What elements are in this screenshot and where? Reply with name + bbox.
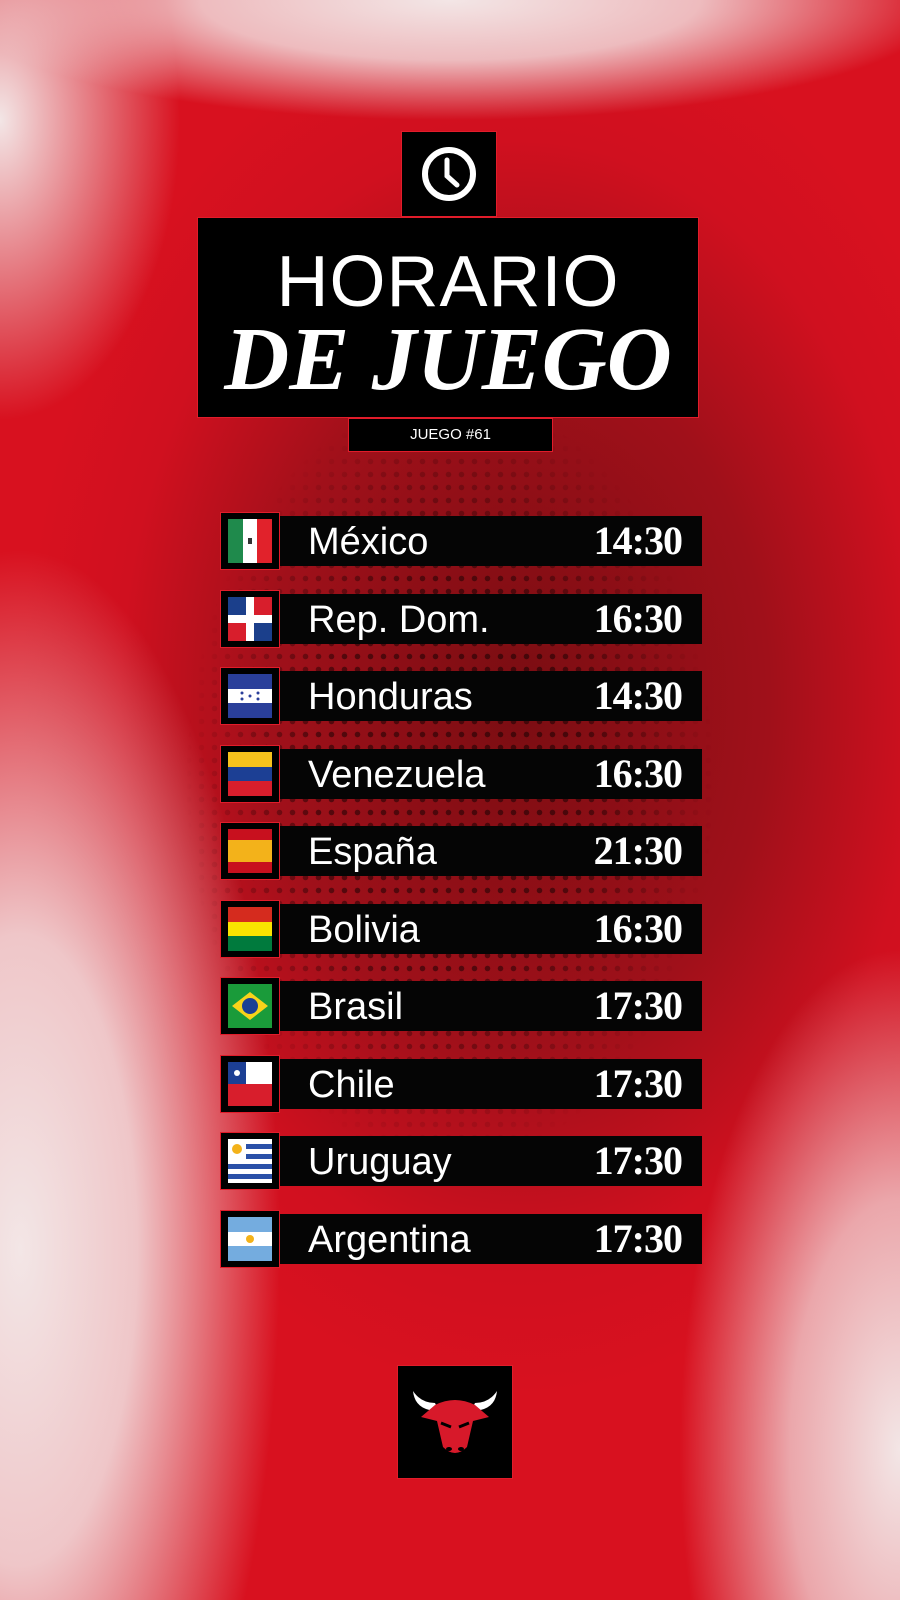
country-name: Bolivia bbox=[308, 908, 420, 951]
schedule-row: Chile 17:30 bbox=[220, 1054, 702, 1113]
game-time: 17:30 bbox=[593, 983, 683, 1028]
mexico-flag-icon bbox=[228, 519, 272, 563]
clock-badge bbox=[401, 131, 497, 217]
flag-brazil bbox=[220, 977, 280, 1035]
schedule-bar: Venezuela 16:30 bbox=[280, 748, 702, 799]
schedule-bar: Honduras 14:30 bbox=[280, 671, 702, 721]
bull-logo-icon bbox=[413, 1391, 497, 1453]
game-time: 16:30 bbox=[593, 750, 683, 796]
flag-chile bbox=[220, 1054, 280, 1113]
schedule-bar: Uruguay 17:30 bbox=[280, 1136, 702, 1186]
schedule-bar: Rep. Dom. 16:30 bbox=[280, 593, 702, 644]
game-time: 17:30 bbox=[593, 1060, 683, 1106]
spain-flag-icon bbox=[228, 829, 272, 873]
country-name: Uruguay bbox=[308, 1141, 452, 1183]
schedule-bar: México 14:30 bbox=[280, 516, 702, 566]
country-name: España bbox=[308, 831, 437, 873]
schedule-row: Venezuela 16:30 bbox=[220, 744, 702, 803]
country-name: Argentina bbox=[308, 1218, 471, 1261]
flag-dominican-republic bbox=[220, 589, 280, 648]
game-time: 17:30 bbox=[593, 1138, 683, 1183]
schedule-bar: Bolivia 16:30 bbox=[280, 903, 702, 954]
schedule-row: Brasil 17:30 bbox=[220, 977, 702, 1035]
argentina-flag-icon bbox=[228, 1216, 272, 1261]
schedule-bar: Argentina 17:30 bbox=[280, 1213, 702, 1264]
title-line-2: DE JUEGO bbox=[224, 310, 672, 409]
flag-honduras bbox=[220, 667, 280, 725]
country-name: Honduras bbox=[308, 676, 473, 718]
schedule-row: México 14:30 bbox=[220, 512, 702, 570]
schedule-bar: Chile 17:30 bbox=[280, 1058, 702, 1109]
country-name: Rep. Dom. bbox=[308, 598, 490, 641]
game-number-label: JUEGO #61 bbox=[348, 418, 553, 452]
schedule-bar: España 21:30 bbox=[280, 826, 702, 876]
schedule-row: Uruguay 17:30 bbox=[220, 1132, 702, 1190]
game-time: 14:30 bbox=[593, 673, 683, 718]
flag-uruguay bbox=[220, 1132, 280, 1190]
game-time: 16:30 bbox=[593, 595, 683, 641]
schedule-row: Rep. Dom. 16:30 bbox=[220, 589, 702, 648]
flag-argentina bbox=[220, 1209, 280, 1268]
clock-icon bbox=[422, 147, 476, 201]
country-name: México bbox=[308, 521, 429, 563]
country-name: Brasil bbox=[308, 986, 404, 1028]
team-logo bbox=[397, 1365, 513, 1479]
schedule-bar: Brasil 17:30 bbox=[280, 981, 702, 1031]
game-time: 21:30 bbox=[593, 828, 683, 873]
flag-mexico bbox=[220, 512, 280, 570]
venezuela-flag-icon bbox=[228, 751, 272, 796]
dominican-republic-flag-icon bbox=[228, 596, 272, 641]
game-time: 17:30 bbox=[593, 1215, 683, 1261]
game-time: 14:30 bbox=[593, 518, 683, 563]
brazil-flag-icon bbox=[228, 984, 272, 1028]
flag-venezuela bbox=[220, 744, 280, 803]
game-time: 16:30 bbox=[593, 905, 683, 951]
flag-bolivia bbox=[220, 899, 280, 958]
title-panel: HORARIO DE JUEGO bbox=[197, 217, 699, 418]
chile-flag-icon bbox=[228, 1061, 272, 1106]
schedule-row: España 21:30 bbox=[220, 822, 702, 880]
bolivia-flag-icon bbox=[228, 906, 272, 951]
schedule-row: Honduras 14:30 bbox=[220, 667, 702, 725]
country-name: Chile bbox=[308, 1063, 395, 1106]
uruguay-flag-icon bbox=[228, 1139, 272, 1183]
honduras-flag-icon bbox=[228, 674, 272, 718]
schedule-row: Argentina 17:30 bbox=[220, 1209, 702, 1268]
country-name: Venezuela bbox=[308, 753, 486, 796]
flag-spain bbox=[220, 822, 280, 880]
title-line-1: HORARIO bbox=[276, 242, 620, 322]
schedule-row: Bolivia 16:30 bbox=[220, 899, 702, 958]
